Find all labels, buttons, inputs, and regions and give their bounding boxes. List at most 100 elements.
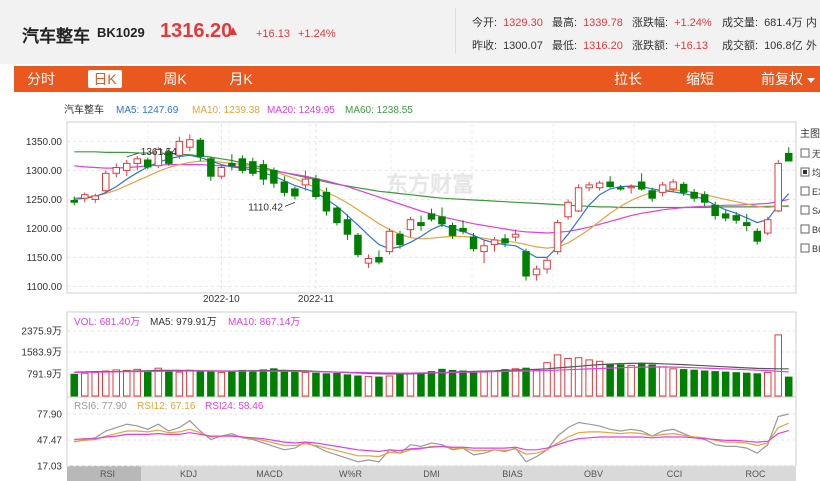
candle xyxy=(406,219,415,231)
candle xyxy=(595,182,604,189)
volume-bar xyxy=(333,373,341,397)
stat-label: 涨跌幅: xyxy=(632,17,669,29)
volume-bar xyxy=(291,371,299,397)
candle xyxy=(102,172,110,192)
stat-item: 外 xyxy=(806,37,817,53)
volume-bar xyxy=(637,362,646,397)
candle xyxy=(91,195,99,200)
candle xyxy=(270,169,278,184)
overlay-checkbox[interactable] xyxy=(800,186,810,196)
candle xyxy=(669,181,677,190)
stat-label: 今开: xyxy=(472,17,498,29)
candle xyxy=(574,187,583,212)
candle xyxy=(585,184,593,189)
indicator-tab: W%R xyxy=(339,469,362,479)
rsi-series-1 xyxy=(74,422,789,458)
volume-bar xyxy=(490,370,499,397)
low-annotation: 1110.42 xyxy=(248,202,283,213)
overlay-checkbox[interactable] xyxy=(800,224,810,234)
stat-value: +16.13 xyxy=(674,40,709,52)
rsi-grid xyxy=(67,413,796,467)
volume-bar xyxy=(354,375,362,397)
overlay-option-label: EX xyxy=(812,187,820,197)
y-tick-label: 1200.00 xyxy=(26,224,63,235)
volume-bar xyxy=(585,359,593,397)
indicator-tab: DMI xyxy=(423,469,440,479)
volume-bar xyxy=(501,369,509,397)
volume-bar xyxy=(123,369,131,397)
indicator-tab: ROC xyxy=(746,469,767,479)
stat-value: 1329.30 xyxy=(503,17,543,29)
annotation-leader xyxy=(284,202,296,207)
stat-label: 成交量: xyxy=(722,17,759,29)
axis-labels: 1350.00 1300.00 1250.00 1200.00 1150.00 1100.… xyxy=(21,137,334,473)
stat-value: 1300.07 xyxy=(503,40,543,52)
candle xyxy=(679,183,688,193)
tab-period[interactable]: 分时 xyxy=(27,71,55,87)
volume-bar xyxy=(543,362,551,397)
candle xyxy=(606,181,614,188)
candle xyxy=(469,236,478,250)
x-tick-label: 2022-10 xyxy=(203,294,240,305)
volume-bar xyxy=(511,368,520,397)
tab-period[interactable]: 月K xyxy=(229,71,253,87)
candle xyxy=(522,251,530,277)
indicator-tab: CCI xyxy=(667,469,683,479)
overlay-option-label: 均 xyxy=(812,167,820,178)
rsi-series-0 xyxy=(74,413,789,463)
zoom-out-button[interactable]: 缩短 xyxy=(686,71,714,87)
y-tick-label: 1300.00 xyxy=(26,166,63,177)
candle xyxy=(228,162,236,167)
volume-bar xyxy=(238,369,247,397)
indicator-tab: MACD xyxy=(256,469,283,479)
volume-bar xyxy=(270,368,278,397)
tab-period[interactable]: 日K xyxy=(88,70,122,88)
candle xyxy=(196,139,205,157)
main-grid xyxy=(67,124,796,291)
candle xyxy=(238,158,247,171)
candlestick-series xyxy=(70,134,793,281)
candle xyxy=(133,158,141,164)
volume-tick-label: 2375.9万 xyxy=(21,327,62,338)
volume-bar xyxy=(102,370,110,397)
volume-bar xyxy=(743,372,751,397)
candle xyxy=(774,162,782,212)
stat-value: 1316.20 xyxy=(583,40,623,52)
indicator-tab: OBV xyxy=(584,469,603,479)
rsi-legend: RSI24: 58.46 xyxy=(205,401,264,412)
ma10-line xyxy=(74,160,789,249)
overlay-checkbox[interactable] xyxy=(800,243,810,253)
volume-bar xyxy=(627,364,635,397)
volume-bar xyxy=(774,334,782,397)
candle xyxy=(753,230,761,242)
volume-bar xyxy=(427,371,436,397)
tab-period[interactable]: 周K xyxy=(163,71,187,87)
sector-name: 汽车整车 xyxy=(22,27,90,46)
volume-bar xyxy=(154,367,163,397)
candle xyxy=(301,178,310,186)
volume-bar xyxy=(312,372,320,397)
zoom-in-button[interactable]: 拉长 xyxy=(614,71,642,87)
volume-bar xyxy=(553,354,562,397)
candle xyxy=(333,207,341,224)
rsi-lines xyxy=(74,413,789,463)
overlay-checkbox[interactable] xyxy=(800,205,810,215)
stat-item: 今开: 1329.30 xyxy=(472,14,543,30)
ma5-line xyxy=(74,154,790,258)
volume-bar xyxy=(375,376,383,397)
quote-header: 汽车整车 BK1029 1316.20 +16.13 +1.24% 今开: 132… xyxy=(0,0,820,64)
volume-bar xyxy=(70,373,78,397)
candle xyxy=(417,222,425,227)
annotation-leader xyxy=(126,152,139,158)
stat-label: 成交额: xyxy=(722,40,759,52)
main-chart-title: 汽车整车 xyxy=(64,103,104,116)
volume-bar xyxy=(343,374,352,397)
adjust-dropdown[interactable]: 前复权 xyxy=(756,70,820,88)
stat-label: 最高: xyxy=(552,17,578,29)
overlay-checkbox[interactable] xyxy=(800,148,810,158)
rsi-tick-label: 17.03 xyxy=(37,462,62,473)
candle xyxy=(175,140,184,156)
header-divider xyxy=(455,8,456,54)
indicator-tab: KDJ xyxy=(180,469,197,479)
